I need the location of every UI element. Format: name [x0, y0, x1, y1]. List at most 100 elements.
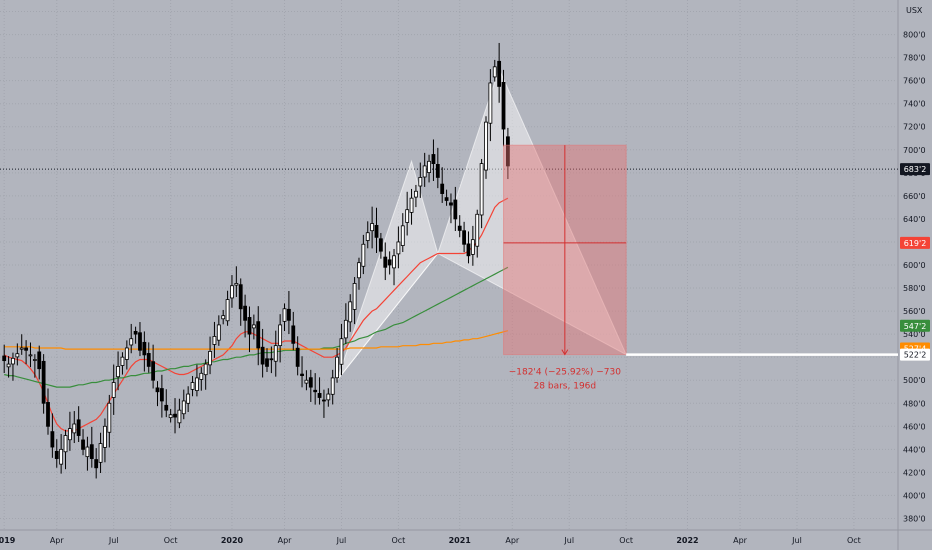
candle-body-down — [444, 197, 449, 201]
candle — [466, 231, 471, 264]
candle — [251, 314, 256, 340]
candle — [225, 290, 230, 326]
candle-body-up — [357, 262, 361, 279]
candle — [155, 381, 160, 407]
candle-body-up — [470, 239, 475, 255]
time-tick-label: 2021 — [449, 536, 472, 545]
price-badge-label: 522'2 — [904, 351, 927, 360]
candle-body-down — [501, 81, 506, 130]
price-tick-label: 480'0 — [903, 399, 926, 408]
price-axis-panel[interactable] — [898, 0, 932, 550]
candle — [409, 188, 414, 225]
candle — [304, 370, 309, 391]
candle-body-down — [37, 351, 42, 370]
candle-body-up — [251, 324, 256, 329]
candle — [278, 314, 283, 363]
candle — [203, 359, 208, 390]
candle-body-up — [475, 213, 480, 247]
price-badge: 619'2 — [900, 236, 930, 249]
candle-body-up — [343, 319, 348, 339]
candle-body-down — [383, 256, 388, 268]
candle-body-down — [89, 444, 94, 459]
candle-body-up — [168, 414, 173, 419]
candle — [313, 373, 318, 405]
candle — [32, 354, 37, 378]
candle-body-up — [492, 66, 497, 78]
candle — [339, 323, 344, 376]
candle-body-up — [107, 402, 112, 433]
candle-body-up — [392, 255, 396, 269]
candle — [453, 186, 458, 231]
candle-body-up — [6, 363, 11, 368]
time-tick-label: Oct — [164, 536, 178, 545]
price-tick-label: 720'0 — [903, 123, 926, 132]
candle — [374, 207, 379, 254]
candle — [479, 158, 484, 229]
candle-body-down — [497, 60, 502, 87]
candle-body-down — [159, 388, 164, 402]
candle — [492, 59, 497, 82]
candle — [199, 367, 204, 391]
candle — [142, 331, 147, 372]
candle — [98, 432, 103, 474]
candle-body-up — [103, 425, 107, 448]
price-badge: 522'2 — [900, 348, 930, 361]
price-badge-bg — [900, 236, 930, 249]
candle-body-down — [505, 136, 510, 167]
time-tick-label: Apr — [50, 536, 65, 545]
candle-body-down — [466, 243, 471, 257]
candle-body-up — [212, 336, 217, 345]
time-axis-labels: 2019 Apr Jul Oct 2020 Apr Jul Oct 2021 Apr Jul Oct 2… — [0, 536, 861, 545]
candle-body-down — [431, 154, 436, 165]
candle-body-up — [330, 377, 335, 395]
candle-body-down — [243, 305, 248, 321]
price-tick-label: 580'0 — [903, 284, 926, 293]
pattern-leg-xb — [336, 253, 439, 381]
candle-body-down — [41, 360, 46, 404]
candle — [94, 448, 99, 479]
candle-body-down — [256, 321, 261, 349]
candle — [68, 411, 72, 451]
candle — [343, 303, 348, 344]
candle — [427, 154, 431, 183]
candle-body-up — [120, 356, 125, 366]
price-tick-label: 740'0 — [903, 100, 926, 109]
candle — [330, 369, 335, 405]
candle — [186, 386, 191, 412]
candle — [361, 234, 366, 275]
candle — [317, 377, 322, 405]
candle — [370, 206, 375, 249]
candle-body-up — [111, 382, 116, 398]
candle — [378, 232, 383, 259]
time-tick-label: 2022 — [676, 536, 698, 545]
candle — [181, 389, 186, 420]
candle — [59, 434, 64, 474]
candle-body-down — [247, 317, 252, 335]
candle-body-up — [282, 308, 287, 322]
candle — [37, 345, 42, 380]
candle — [15, 343, 20, 366]
candle — [129, 323, 134, 354]
candle — [146, 342, 151, 373]
price-tick-label: 780'0 — [903, 54, 926, 63]
candle-body-up — [479, 163, 484, 216]
candle-body-up — [230, 285, 234, 299]
candle-body-down — [374, 225, 379, 238]
candle — [462, 221, 467, 253]
candle — [11, 352, 15, 381]
candle-body-down — [317, 393, 322, 398]
candle — [50, 413, 55, 458]
candle-body-up — [361, 243, 366, 267]
candle-body-down — [142, 341, 147, 356]
candle — [111, 364, 116, 415]
price-tick-label: 440'0 — [903, 445, 926, 454]
candle — [6, 356, 11, 378]
candle — [484, 116, 488, 179]
candle-body-up — [304, 379, 309, 384]
candle-body-down — [453, 199, 458, 220]
candle — [107, 394, 112, 448]
candle — [46, 388, 50, 435]
price-tick-label: 700'0 — [903, 146, 926, 155]
